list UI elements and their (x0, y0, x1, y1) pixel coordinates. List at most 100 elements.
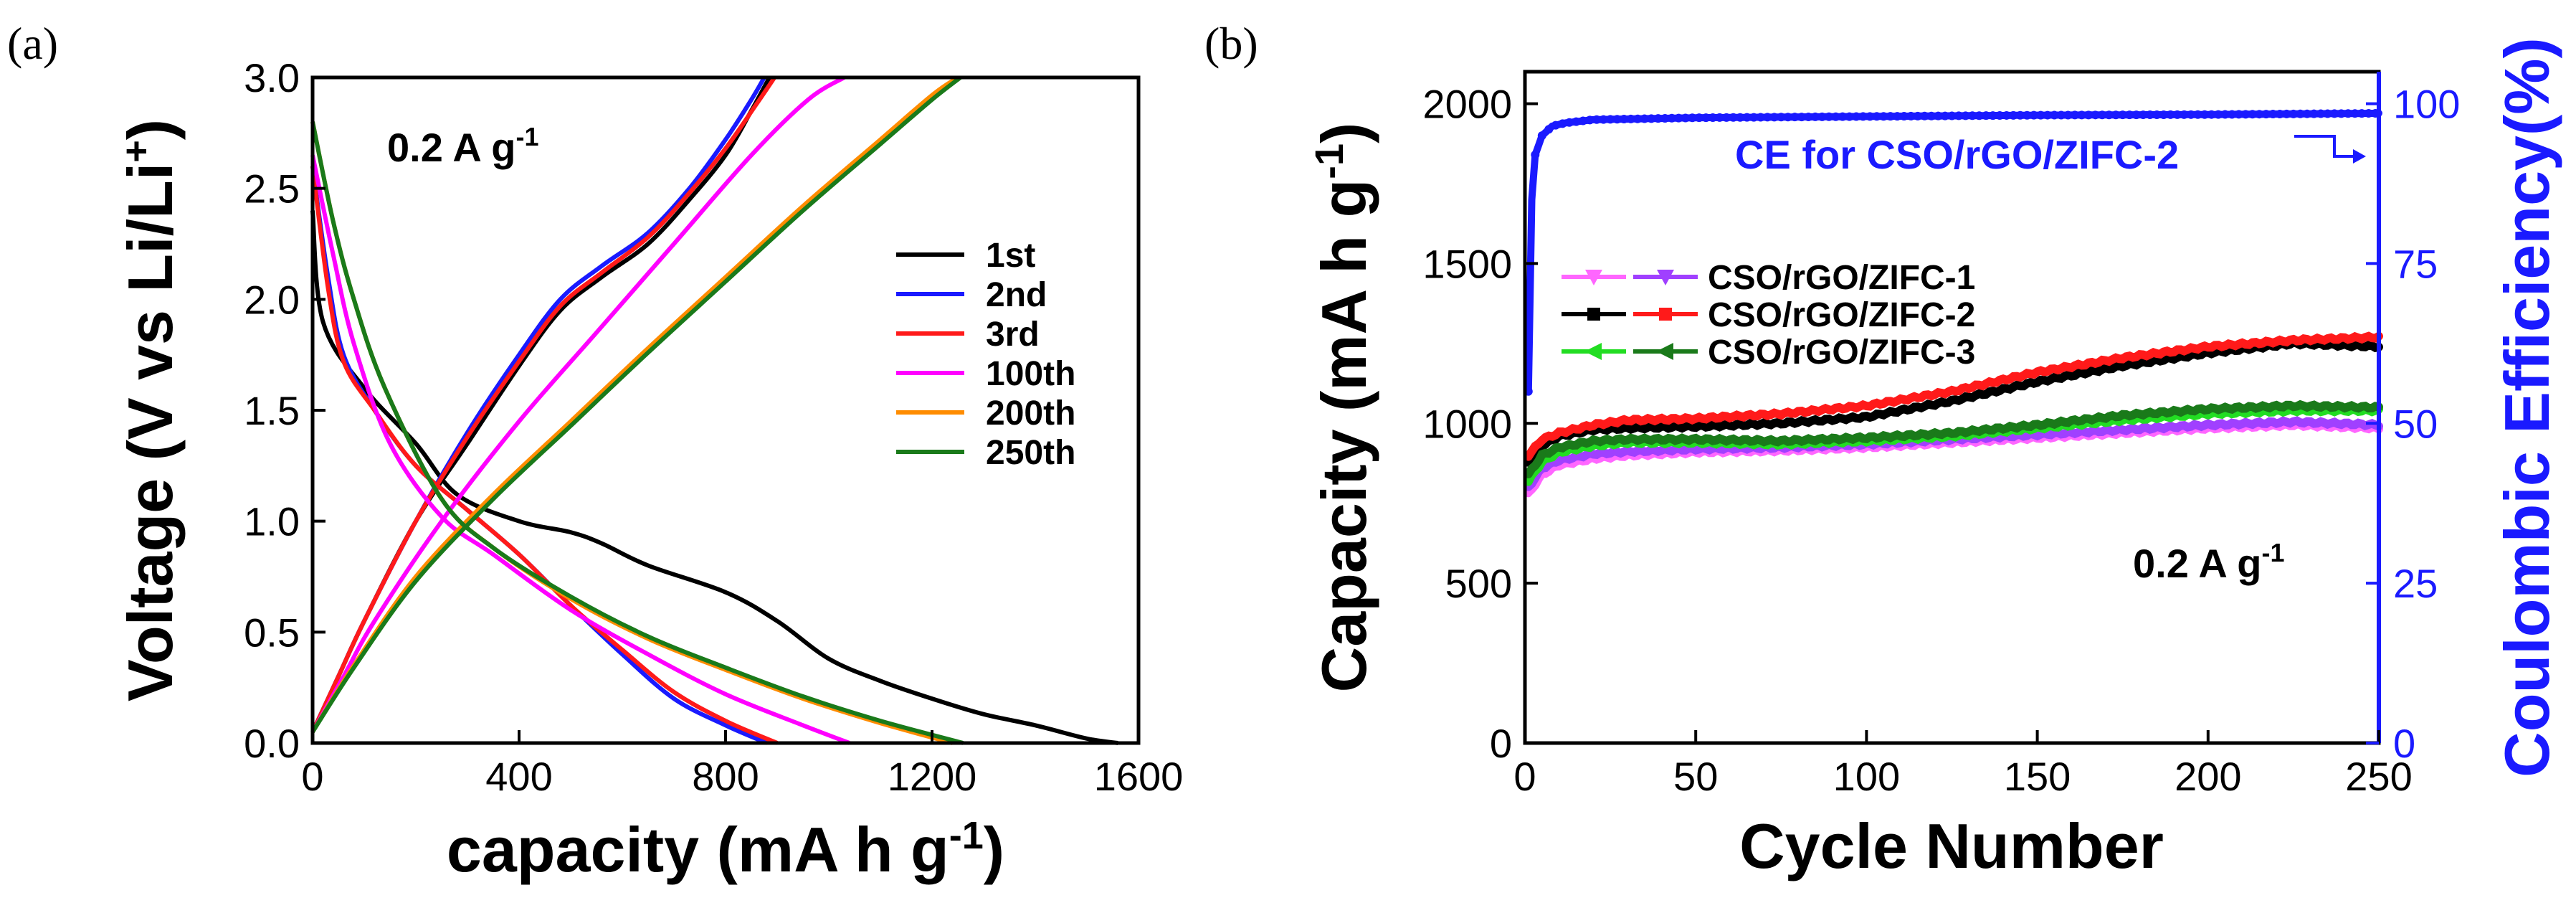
data-point (2221, 405, 2229, 412)
data-point (2105, 356, 2113, 364)
data-point (1940, 111, 1949, 120)
data-point (2119, 354, 2126, 361)
data-point (1579, 439, 1587, 447)
data-point (1996, 425, 2004, 432)
y-tick-label: 2000 (1422, 82, 1512, 127)
data-point (2139, 351, 2147, 359)
legend-label-200th: 200th (986, 394, 1075, 432)
data-point (2099, 357, 2106, 365)
legend-marker (1659, 308, 1672, 321)
data-point (2023, 110, 2032, 120)
data-point (2331, 402, 2339, 410)
data-point (2310, 419, 2318, 427)
data-point (2269, 338, 2277, 346)
data-point (2153, 424, 2161, 432)
data-point (1578, 116, 1587, 126)
data-point (1783, 113, 1792, 122)
data-point (1545, 461, 1553, 469)
data-point (1600, 449, 1607, 457)
x-tick-label: 250 (2345, 754, 2412, 799)
data-point (1599, 115, 1608, 124)
data-point (1995, 111, 2005, 120)
legend-label-3rd: 3rd (986, 316, 1040, 354)
data-point (1880, 399, 1888, 407)
data-point (1853, 434, 1860, 442)
data-point (2310, 402, 2318, 410)
data-point (1681, 445, 1689, 453)
data-point (1769, 113, 1779, 122)
data-point (1600, 420, 1607, 427)
data-point (1668, 423, 1676, 431)
series-250th-discharge (310, 121, 964, 745)
data-point (1893, 112, 1902, 121)
data-point (2010, 383, 2017, 391)
data-point (2105, 364, 2113, 372)
data-point (1859, 413, 1867, 421)
x-axis-title-a: capacity (mA h g-1) (447, 814, 1004, 885)
data-point (1681, 423, 1689, 431)
data-point (1545, 448, 1553, 456)
data-point (1668, 446, 1676, 454)
data-point (1606, 115, 1615, 124)
y-tick-label: 0 (1490, 721, 1512, 766)
x-tick-label: 200 (2175, 754, 2241, 799)
data-point (2112, 355, 2120, 363)
data-point (2043, 376, 2051, 384)
data-point (1531, 150, 1540, 159)
data-point (1934, 111, 1943, 120)
data-point (1729, 412, 1737, 420)
data-point (1579, 452, 1587, 460)
data-point (1661, 435, 1669, 443)
data-point (1839, 435, 1847, 443)
data-point (2091, 110, 2100, 120)
data-point (2324, 419, 2332, 427)
data-point (2194, 406, 2202, 414)
data-point (2071, 110, 2080, 120)
data-point (2276, 418, 2283, 426)
data-point (2358, 334, 2366, 341)
data-point (2091, 367, 2099, 375)
data-point (2214, 110, 2223, 119)
data-point (1648, 447, 1655, 455)
data-point (2255, 110, 2264, 119)
data-point (2256, 403, 2263, 411)
data-point (1784, 437, 1792, 445)
data-point (2064, 429, 2072, 437)
data-point (1927, 391, 1935, 399)
data-point (2324, 335, 2332, 343)
data-point (2228, 341, 2236, 349)
data-point (2030, 369, 2038, 377)
data-point (1654, 435, 1662, 443)
data-point (2043, 366, 2051, 374)
rate-annotation-b: 0.2 A g-1 (2133, 538, 2284, 586)
data-point (1633, 114, 1643, 123)
data-point (1565, 454, 1573, 462)
y-tick-label: 2.0 (244, 277, 300, 322)
data-point (1709, 436, 1717, 444)
data-point (1921, 392, 1929, 400)
data-point (1627, 424, 1635, 432)
data-point (2167, 408, 2175, 416)
data-point (2289, 109, 2298, 118)
data-point (2159, 423, 2167, 431)
data-point (2350, 109, 2359, 118)
data-point (1866, 412, 1874, 420)
y2-tick-label: 0 (2393, 721, 2415, 766)
data-point (1668, 415, 1676, 423)
data-point (2344, 420, 2352, 427)
data-point (2215, 405, 2223, 412)
data-point (1797, 418, 1805, 426)
data-point (1750, 420, 1758, 428)
data-point (1974, 111, 1984, 120)
data-point (2043, 420, 2051, 427)
data-point (1694, 113, 1703, 123)
data-point (2241, 110, 2251, 119)
data-point (1531, 443, 1539, 451)
data-point (2234, 110, 2243, 119)
data-point (1934, 430, 1942, 438)
data-point (2187, 351, 2195, 359)
data-point (2269, 419, 2277, 427)
data-point (1681, 435, 1689, 443)
data-point (1592, 115, 1602, 124)
data-point (1969, 427, 1977, 435)
